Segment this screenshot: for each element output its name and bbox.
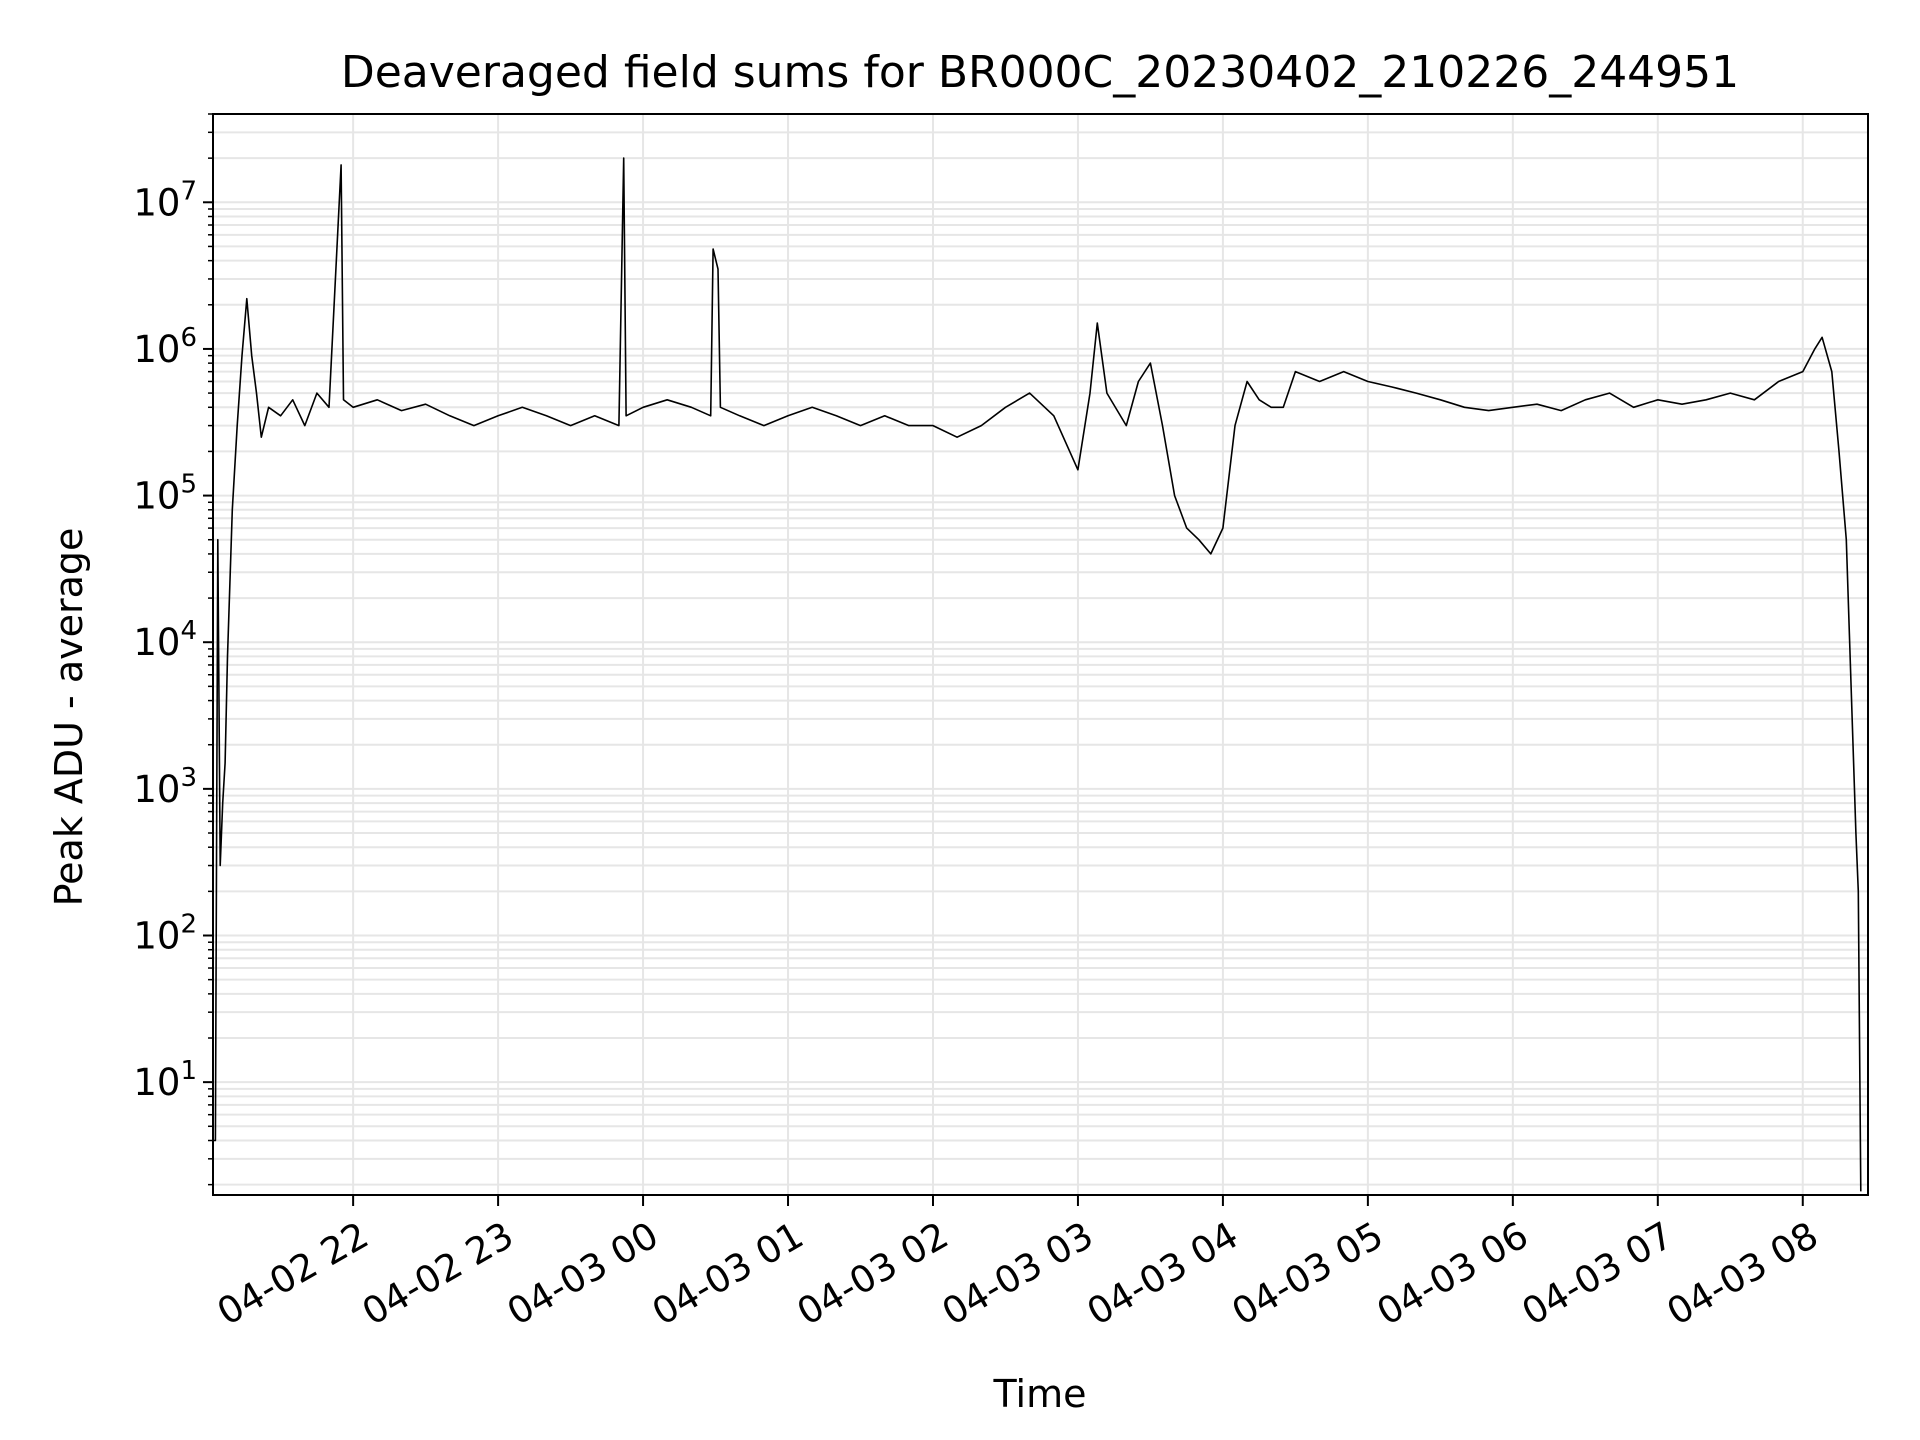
x-tick-label: 04-03 07 <box>1515 1214 1681 1334</box>
x-tick-label: 04-03 03 <box>935 1214 1101 1334</box>
x-tick-label: 04-02 22 <box>210 1214 376 1334</box>
y-tick-label: 102 <box>133 910 197 958</box>
y-tick-label: 105 <box>133 470 197 518</box>
x-tick-label: 04-03 00 <box>500 1214 666 1334</box>
plot-area-frame <box>212 113 1869 1196</box>
y-tick-label: 101 <box>133 1056 197 1104</box>
y-tick-label: 103 <box>133 763 197 811</box>
x-tick-label: 04-03 08 <box>1660 1214 1826 1334</box>
x-tick-label: 04-03 05 <box>1225 1214 1391 1334</box>
series-line <box>213 157 1862 1192</box>
grid-lines <box>213 113 1868 1195</box>
x-tick-label: 04-03 02 <box>790 1214 956 1334</box>
x-tick-label: 04-03 06 <box>1370 1214 1536 1334</box>
y-axis-label: Peak ADU - average <box>47 528 91 907</box>
y-tick-label: 106 <box>133 323 197 371</box>
series-layer <box>213 157 1862 1192</box>
y-tick-label: 107 <box>133 176 197 224</box>
y-tick-label: 104 <box>133 616 197 664</box>
x-tick-label: 04-03 04 <box>1080 1214 1246 1334</box>
x-axis-label: Time <box>993 1372 1087 1416</box>
chart-title: Deaveraged field sums for BR000C_2023040… <box>341 47 1739 98</box>
x-tick-label: 04-02 23 <box>355 1214 521 1334</box>
x-tick-label: 04-03 01 <box>645 1214 811 1334</box>
